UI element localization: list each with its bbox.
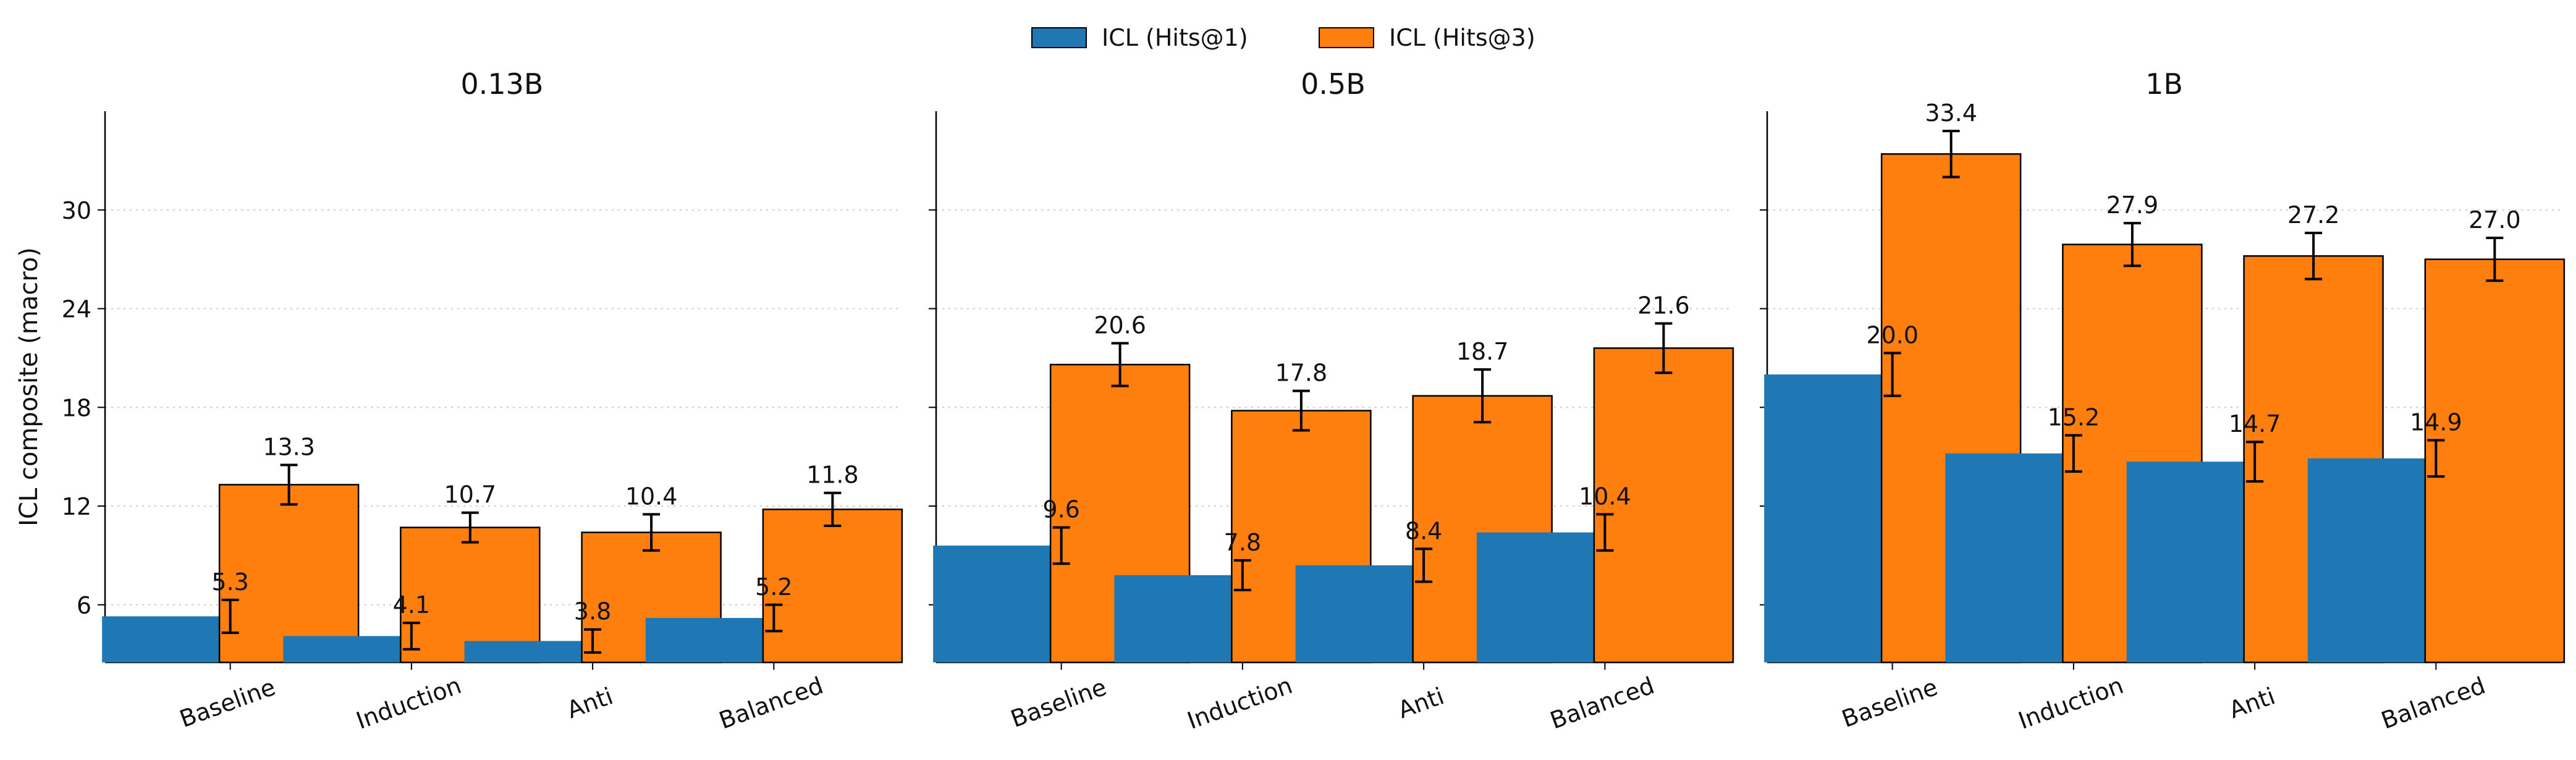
data-label-icl-hits-3-baseline: 33.4 [1925,99,1977,127]
bar-icl-hits-1-baseline [1764,374,1904,662]
error-bar-icl-hits-3-anti [2305,232,2323,281]
legend-swatch-icl-hits-3 [1319,27,1374,48]
y-tick-label: 12 [62,493,91,520]
data-label-icl-hits-1-anti: 8.4 [1405,517,1442,544]
bar-icl-hits-1-balanced [645,618,785,662]
data-label-icl-hits-3-baseline: 13.3 [263,433,315,460]
x-tick-label-anti: Anti [1395,682,1448,724]
bar-icl-hits-1-anti [1295,565,1435,662]
data-label-icl-hits-3-induction: 27.9 [2106,192,2159,219]
error-bar-icl-hits-3-induction [2123,222,2141,268]
x-tick-label-baseline: Baseline [176,673,279,733]
y-tick-label: 18 [62,394,91,421]
bar-icl-hits-1-anti [2126,462,2266,662]
data-label-icl-hits-1-baseline: 9.6 [1042,496,1079,523]
data-label-icl-hits-1-induction: 7.8 [1224,529,1261,556]
data-label-icl-hits-1-balanced: 10.4 [1579,483,1631,510]
error-bar-icl-hits-3-anti [643,513,661,552]
error-bar-icl-hits-1-balanced [765,603,783,633]
error-bar-icl-hits-1-balanced [1596,513,1614,552]
legend: ICL (Hits@1) ICL (Hits@3) [1031,24,1535,51]
x-tick-label-balanced: Balanced [716,672,827,734]
error-bar-icl-hits-3-balanced [2486,237,2504,282]
panel-1b: 1B 20.0 33.4 Baseline 15.2 27.9 Induction 14.7 2… [1760,67,2565,735]
x-tick-label-baseline: Baseline [1007,673,1110,733]
chart-panels: 6 12 18 24 30 0.13B ICL composite (macro) 5.3 13… [15,67,2565,735]
bar-icl-hits-1-baseline [933,545,1073,662]
panel-0-5b: 0.5B 9.6 20.6 Baseline 7.8 17.8 Induction 8.4 18… [929,67,1734,735]
bar-icl-hits-1-induction [1114,575,1254,662]
data-label-icl-hits-1-anti: 3.8 [574,598,611,625]
error-bar-icl-hits-1-baseline [1052,526,1070,565]
panel-0-13b: 6 12 18 24 30 0.13B ICL composite (macro) 5.3 13… [15,67,903,735]
data-label-icl-hits-3-baseline: 20.6 [1094,311,1146,339]
legend-label-icl-hits-1: ICL (Hits@1) [1102,24,1248,51]
x-tick-label-anti: Anti [2226,682,2279,724]
bar-icl-hits-3-balanced [1593,347,1734,664]
y-tick-label: 6 [77,592,91,619]
error-bar-icl-hits-3-balanced [1655,322,1673,374]
data-label-icl-hits-3-anti: 18.7 [1456,338,1509,365]
error-bar-icl-hits-1-anti [2246,441,2264,483]
bar-icl-hits-1-balanced [2307,458,2447,662]
data-label-icl-hits-3-induction: 17.8 [1275,360,1328,387]
legend-swatch-icl-hits-1 [1031,27,1087,48]
data-label-icl-hits-3-balanced: 11.8 [806,462,859,489]
y-tick-label: 30 [62,197,91,224]
error-bar-icl-hits-3-baseline [1942,129,1960,179]
error-bar-icl-hits-1-induction [2064,434,2082,473]
data-label-icl-hits-1-induction: 4.1 [393,591,430,619]
data-label-icl-hits-3-balanced: 27.0 [2468,206,2521,234]
x-tick-label-balanced: Balanced [2378,672,2489,734]
bar-icl-hits-3-balanced [2424,258,2565,664]
x-tick-label-induction: Induction [2015,672,2127,735]
panel-title: 1B [2145,67,2183,101]
data-label-icl-hits-3-induction: 10.7 [444,481,497,509]
x-tick-label-induction: Induction [353,672,465,735]
x-tick-label-baseline: Baseline [1838,673,1941,733]
y-axis-label: ICL composite (macro) [15,247,43,526]
data-label-icl-hits-1-baseline: 20.0 [1866,321,1919,348]
x-tick-label-anti: Anti [564,682,617,724]
legend-label-icl-hits-3: ICL (Hits@3) [1389,24,1535,51]
error-bar-icl-hits-3-induction [1292,389,1310,432]
bar-icl-hits-1-induction [1945,453,2085,662]
bar-icl-hits-3-balanced [762,509,903,664]
error-bar-icl-hits-1-balanced [2427,439,2445,478]
error-bar-icl-hits-3-anti [1474,368,1492,424]
error-bar-icl-hits-1-anti [1415,547,1433,583]
bar-icl-hits-1-induction [283,636,423,662]
error-bar-icl-hits-1-baseline [1883,352,1901,397]
data-label-icl-hits-1-anti: 14.7 [2229,410,2281,437]
error-bar-icl-hits-3-baseline [280,463,298,506]
error-bar-icl-hits-1-induction [402,622,420,651]
bar-icl-hits-1-baseline [102,616,242,662]
error-bar-icl-hits-1-induction [1233,559,1251,591]
bar-icl-hits-1-balanced [1476,532,1616,662]
panel-title: 0.13B [461,67,544,101]
error-bar-icl-hits-1-baseline [221,598,239,635]
x-tick-label-balanced: Balanced [1547,672,1658,734]
data-label-icl-hits-1-balanced: 5.2 [755,573,792,601]
data-label-icl-hits-1-baseline: 5.3 [211,568,248,596]
panel-title: 0.5B [1301,67,1366,101]
bar-icl-hits-1-anti [464,641,604,662]
x-tick-label-induction: Induction [1184,672,1296,735]
data-label-icl-hits-1-induction: 15.2 [2048,404,2100,431]
error-bar-icl-hits-3-baseline [1111,342,1129,387]
data-label-icl-hits-3-anti: 27.2 [2287,201,2340,229]
data-label-icl-hits-1-balanced: 14.9 [2410,409,2462,436]
error-bar-icl-hits-1-anti [584,628,602,654]
error-bar-icl-hits-3-induction [461,511,479,544]
data-label-icl-hits-3-balanced: 21.6 [1637,292,1690,319]
y-tick-label: 24 [62,296,91,323]
data-label-icl-hits-3-anti: 10.4 [625,483,678,510]
error-bar-icl-hits-3-balanced [824,491,842,527]
